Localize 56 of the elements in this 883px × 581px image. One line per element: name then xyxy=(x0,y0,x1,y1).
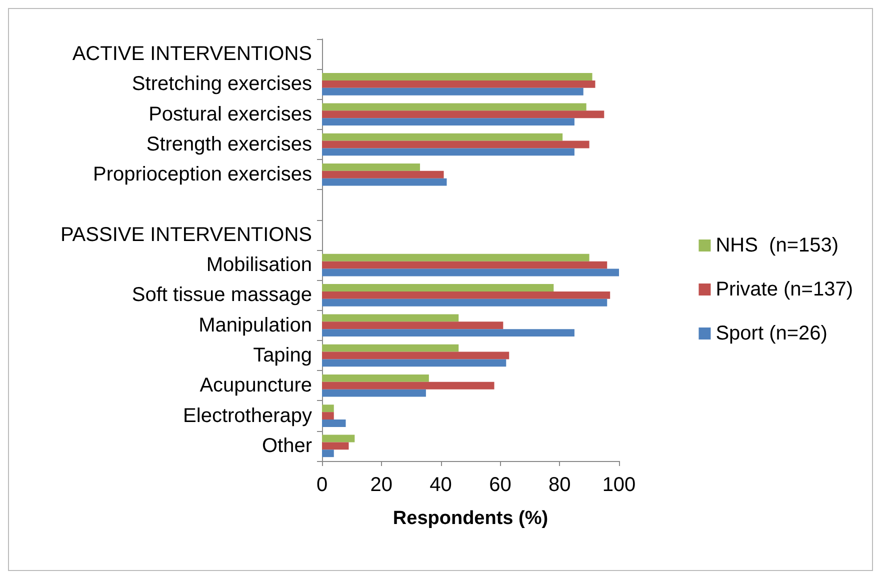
y-tick-label: Electrotherapy xyxy=(183,404,312,427)
bar xyxy=(322,80,596,88)
y-tick-label: Manipulation xyxy=(198,314,312,336)
bar xyxy=(322,178,447,186)
bar xyxy=(322,359,506,367)
y-tick-label: Soft tissue massage xyxy=(132,284,312,306)
bar xyxy=(322,163,420,171)
bar xyxy=(322,268,619,276)
y-tick-label: Stretching exercises xyxy=(132,73,312,96)
bar xyxy=(322,133,563,141)
bar xyxy=(322,389,426,397)
bar xyxy=(322,382,494,390)
bar xyxy=(322,352,510,360)
bar xyxy=(322,450,334,458)
x-tick-label: 100 xyxy=(602,474,636,496)
bar xyxy=(322,73,592,80)
y-tick-label: ACTIVE INTERVENTIONS xyxy=(72,43,312,66)
bar xyxy=(322,329,574,337)
bar xyxy=(322,314,459,322)
bar xyxy=(322,118,574,126)
y-tick-label: Postural exercises xyxy=(148,103,312,126)
y-tick-label: Strength exercises xyxy=(146,134,312,156)
legend-label: NHS (n=153) xyxy=(716,234,839,256)
x-axis-title: Respondents (%) xyxy=(392,508,548,529)
x-tick-label: 0 xyxy=(316,474,328,496)
bar xyxy=(322,298,608,306)
bar xyxy=(322,148,574,156)
y-tick-label: Proprioception exercises xyxy=(93,164,312,186)
x-tick-label: 60 xyxy=(489,474,512,496)
bar xyxy=(322,170,444,178)
bar xyxy=(322,412,334,420)
bar xyxy=(322,420,346,427)
bar xyxy=(322,291,610,299)
bar xyxy=(322,140,590,148)
y-tick-label: PASSIVE INTERVENTIONS xyxy=(60,224,312,246)
bar xyxy=(322,404,334,412)
y-tick-label: Mobilisation xyxy=(206,254,312,276)
x-tick-label: 20 xyxy=(370,474,393,496)
bar xyxy=(322,103,586,111)
bar xyxy=(322,88,584,96)
bar xyxy=(322,322,504,330)
bar xyxy=(322,442,349,450)
legend-label: Private (n=137) xyxy=(716,278,853,300)
x-tick-label: 80 xyxy=(548,474,571,496)
y-tick-label: Taping xyxy=(253,344,312,366)
y-tick-label: Acupuncture xyxy=(200,374,312,397)
bar xyxy=(322,254,590,262)
bar xyxy=(322,434,355,442)
bar xyxy=(322,110,604,118)
x-tick-label: 40 xyxy=(430,474,452,496)
bar xyxy=(322,344,459,352)
bar xyxy=(322,374,429,382)
bar xyxy=(322,261,608,269)
y-tick-label: Other xyxy=(262,434,312,457)
legend-label: Sport (n=26) xyxy=(716,322,828,344)
bar xyxy=(322,284,554,292)
